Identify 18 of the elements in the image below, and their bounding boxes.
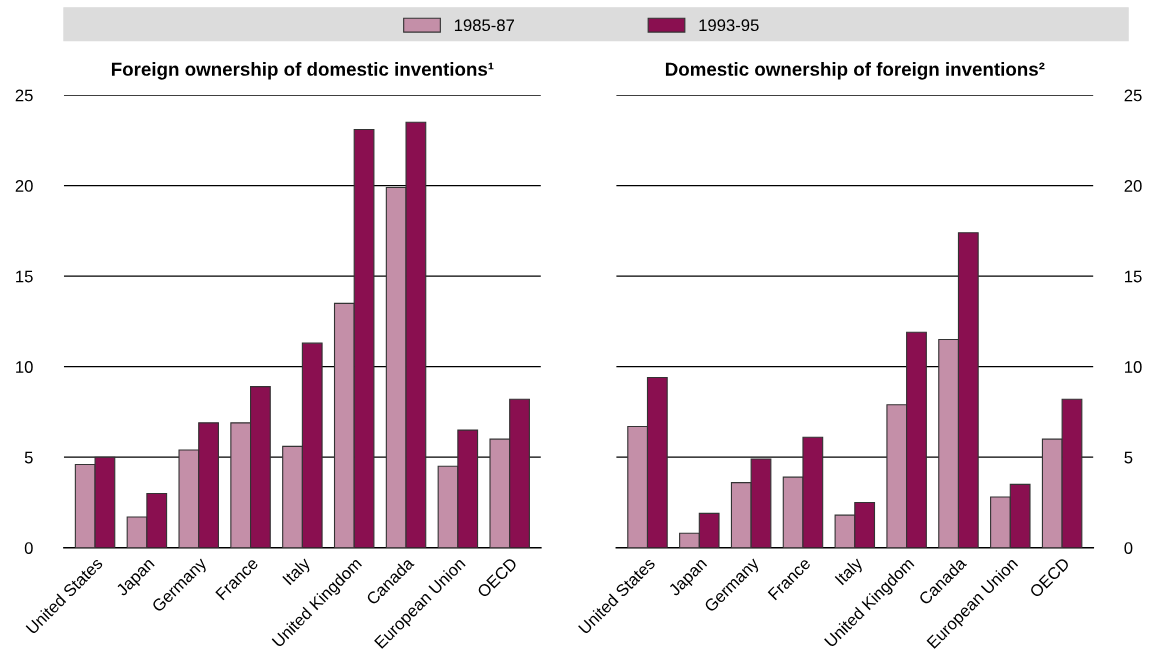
y-tick-label: 20 bbox=[15, 180, 33, 192]
y-tick-label: 10 bbox=[1125, 361, 1142, 373]
y-tick-label: 0 bbox=[24, 542, 33, 554]
x-tick-label: Italy bbox=[834, 556, 866, 588]
y-tick-label: 15 bbox=[16, 270, 33, 283]
y-tick-label: 20 bbox=[1124, 180, 1142, 192]
x-tick-label: Italy bbox=[281, 556, 314, 588]
chart-title: Foreign ownership of domestic inventions¹ bbox=[111, 62, 494, 80]
y-tick-label: 5 bbox=[24, 451, 33, 464]
y-tick-label: 10 bbox=[16, 361, 33, 373]
y-tick-label: 0 bbox=[1124, 542, 1133, 554]
y-tick-label: 25 bbox=[1124, 89, 1142, 102]
legend-label: 1993-95 bbox=[699, 19, 759, 32]
legend-label: 1985-87 bbox=[454, 19, 514, 32]
y-tick-label: 5 bbox=[1124, 451, 1133, 464]
y-tick-label: 25 bbox=[15, 89, 33, 102]
chart-title: Domestic ownership of foreign inventions² bbox=[665, 62, 1045, 80]
y-tick-label: 15 bbox=[1125, 270, 1142, 283]
